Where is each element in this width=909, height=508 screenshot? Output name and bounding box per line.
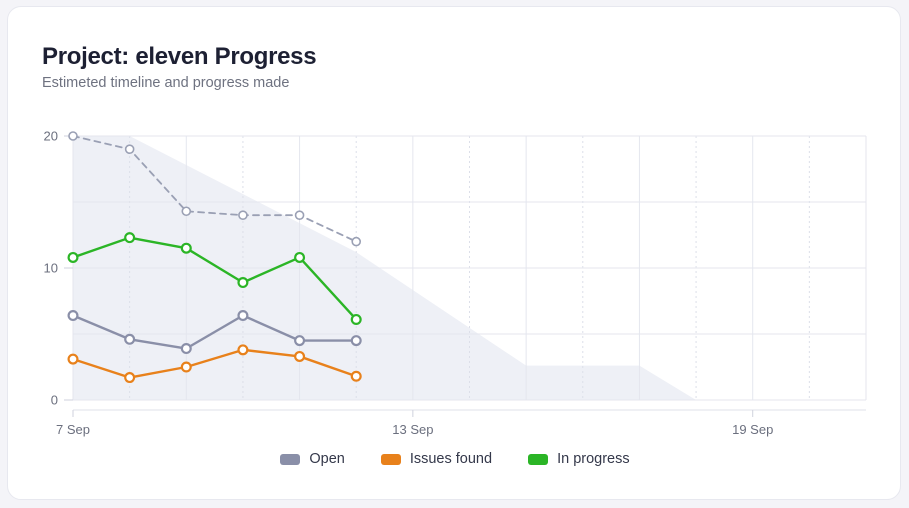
series-in-progress — [67, 232, 362, 325]
y-tick-label: 20 — [44, 129, 58, 144]
data-point-open[interactable] — [180, 343, 192, 355]
series-line-in-progress — [71, 236, 358, 321]
series-issues-found — [67, 344, 362, 384]
y-tick-label: 0 — [51, 393, 58, 408]
series-estimated-remaining — [68, 131, 362, 247]
data-point-estimated-remaining[interactable] — [238, 210, 248, 220]
data-point-issues-found[interactable] — [180, 361, 192, 373]
x-tick-label: 13 Sep — [392, 422, 433, 437]
data-point-in-progress[interactable] — [124, 232, 136, 244]
data-point-estimated-remaining[interactable] — [181, 206, 192, 217]
legend-swatch-icon — [380, 453, 401, 465]
data-point-estimated-remaining[interactable] — [351, 236, 362, 247]
legend-item-issues-found[interactable]: Issues found — [380, 451, 493, 467]
legend-label: Open — [309, 451, 345, 467]
data-point-issues-found[interactable] — [294, 350, 306, 362]
data-point-estimated-remaining[interactable] — [124, 144, 135, 154]
series-group — [67, 131, 362, 384]
data-point-issues-found[interactable] — [124, 372, 136, 384]
data-point-open[interactable] — [350, 335, 362, 347]
legend-swatch-icon — [528, 453, 549, 465]
series-line-estimated-remaining — [72, 135, 358, 243]
series-line-open — [71, 314, 358, 350]
chart-legend: Open Issues found In progress — [8, 451, 902, 467]
data-point-in-progress[interactable] — [350, 313, 362, 325]
plot-area: 0 10 20 7 Sep 13 Sep 19 Sep — [8, 7, 902, 501]
data-point-in-progress[interactable] — [294, 251, 306, 263]
data-point-issues-found[interactable] — [350, 370, 362, 382]
data-point-issues-found[interactable] — [67, 353, 79, 365]
legend-item-open[interactable]: Open — [280, 451, 345, 467]
data-point-issues-found[interactable] — [237, 344, 249, 356]
y-tick-label: 10 — [44, 261, 58, 276]
legend-item-in-progress[interactable]: In progress — [528, 451, 630, 467]
chart-card: Project: eleven Progress Estimeted timel… — [7, 6, 901, 500]
data-point-estimated-remaining[interactable] — [68, 131, 78, 141]
x-tick-label: 19 Sep — [732, 422, 773, 437]
x-tick-label: 7 Sep — [56, 422, 90, 437]
series-open — [67, 310, 362, 355]
data-point-in-progress[interactable] — [67, 251, 79, 263]
chart-subtitle: Estimeted timeline and progress made — [42, 75, 290, 91]
legend-label: Issues found — [409, 451, 493, 467]
data-point-open[interactable] — [294, 335, 306, 347]
series-line-issues-found — [71, 348, 358, 379]
data-point-in-progress[interactable] — [180, 242, 192, 254]
data-point-open[interactable] — [124, 333, 136, 345]
legend-label: In progress — [557, 451, 630, 467]
line-chart-svg: 0 10 20 7 Sep 13 Sep 19 Sep — [44, 129, 867, 437]
data-point-estimated-remaining[interactable] — [294, 210, 305, 220]
page-title: Project: eleven Progress — [42, 43, 317, 70]
grid-major — [72, 135, 867, 401]
legend-swatch-icon — [280, 453, 301, 465]
axis-group: 0 10 20 7 Sep 13 Sep 19 Sep — [44, 129, 866, 437]
data-point-open[interactable] — [67, 310, 79, 322]
data-point-in-progress[interactable] — [237, 277, 249, 289]
data-point-open[interactable] — [237, 310, 249, 322]
